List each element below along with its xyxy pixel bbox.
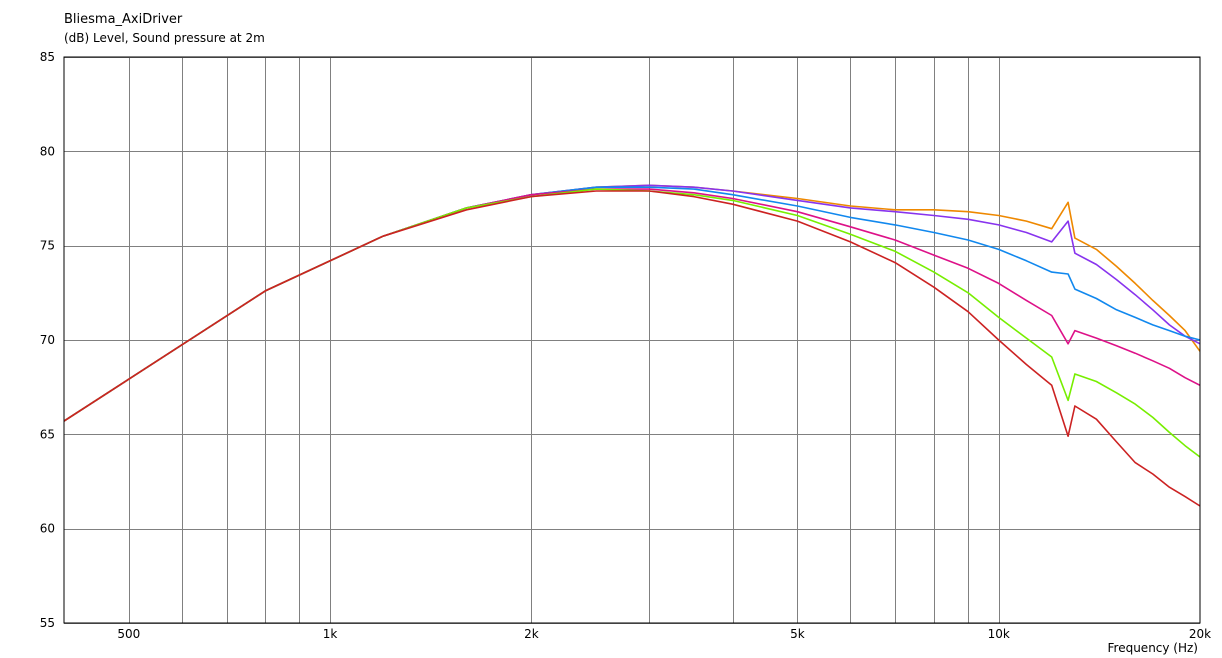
- y-axis-label: (dB) Level, Sound pressure at 2m: [64, 31, 265, 45]
- x-tick-label: 2k: [524, 627, 539, 641]
- y-tick-label: 65: [40, 427, 55, 441]
- series-line-6: [63, 190, 1201, 507]
- x-tick-label: 1k: [323, 627, 338, 641]
- y-tick-label: 70: [40, 333, 55, 347]
- series-layer: [63, 184, 1201, 507]
- x-tick-label: 5k: [790, 627, 805, 641]
- x-tick-label: 10k: [988, 627, 1010, 641]
- y-tick-label: 80: [40, 144, 55, 158]
- y-tick-label: 55: [40, 616, 55, 630]
- plot-frame: [63, 56, 1201, 624]
- tick-labels: 85 80 75 70 65 60 55 500 1k 2k 5k 10k 20k: [40, 50, 1211, 641]
- y-tick-label: 85: [40, 50, 55, 64]
- x-tick-label: 20k: [1189, 627, 1211, 641]
- x-axis-label: Frequency (Hz): [1108, 641, 1199, 655]
- series-line-4: [63, 188, 1201, 422]
- series-line-5: [63, 188, 1201, 458]
- chart-title: Bliesma_AxiDriver: [64, 12, 183, 27]
- y-tick-label: 75: [40, 239, 55, 253]
- x-tick-label: 500: [117, 627, 140, 641]
- y-tick-label: 60: [40, 522, 55, 536]
